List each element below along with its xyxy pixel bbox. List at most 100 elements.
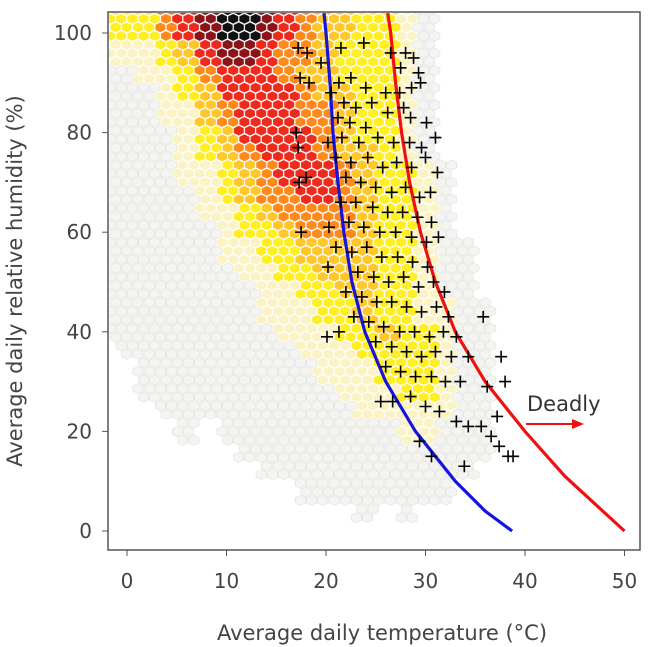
- hexbin-cell: [216, 357, 228, 369]
- hexbin-cell: [216, 151, 228, 162]
- hexbin-cell: [289, 417, 301, 429]
- scatter-point: [433, 405, 446, 418]
- hexbin-cell: [412, 108, 424, 119]
- hexbin-cell: [412, 400, 424, 412]
- hexbin-cell: [272, 219, 284, 231]
- hexbin-cell: [255, 22, 267, 33]
- scatter-point: [331, 111, 344, 124]
- hexbin-cell: [261, 30, 273, 42]
- hexbin-cell: [126, 237, 138, 248]
- hexbin-cell: [345, 13, 356, 16]
- hexbin-cell: [154, 125, 166, 136]
- hexbin-cell: [468, 280, 480, 291]
- hexbin-cell: [328, 477, 340, 489]
- hexbin-cell: [367, 73, 379, 85]
- hexbin-cell: [401, 22, 413, 33]
- hexbin-cell: [289, 452, 301, 463]
- hexbin-cell: [283, 288, 295, 300]
- hexbin-cell: [378, 417, 390, 429]
- hexbin-cell: [182, 374, 194, 386]
- hexbin-cell: [255, 142, 267, 154]
- hexbin-cell: [255, 314, 267, 326]
- hexbin-cell: [356, 262, 368, 274]
- hexbin-cell: [205, 374, 217, 386]
- hexbin-cell: [233, 194, 245, 205]
- hexbin-cell: [395, 219, 407, 231]
- hexbin-cell: [216, 237, 228, 248]
- hexbin-cell: [356, 22, 368, 33]
- hexbin-cell: [406, 460, 418, 472]
- hexbin-cell: [177, 280, 189, 291]
- hexbin-cell: [138, 13, 149, 25]
- hexbin-cell: [272, 374, 284, 386]
- hexbin-cell: [227, 219, 239, 231]
- hexbin-cell: [468, 434, 480, 446]
- hexbin-cell: [334, 400, 346, 412]
- hexbin-cell: [261, 323, 273, 334]
- hexbin-cell: [109, 99, 116, 111]
- hexbin-cell: [138, 202, 150, 214]
- hexbin-cell: [440, 477, 452, 489]
- hexbin-cell: [222, 194, 233, 205]
- hexbin-cell: [311, 280, 323, 291]
- hexbin-cell: [171, 151, 183, 162]
- hexbin-cell: [261, 426, 273, 437]
- hexbin-cell: [345, 366, 357, 377]
- hexbin-cell: [250, 254, 261, 265]
- hexbin-cell: [182, 426, 194, 437]
- scatter-point: [334, 196, 347, 209]
- hexbin-cell: [121, 22, 133, 33]
- scatter-point: [357, 221, 370, 234]
- hexbin-cell: [227, 202, 239, 214]
- hexbin-cell: [194, 82, 205, 93]
- hexbin-cell: [283, 47, 295, 59]
- hexbin-cell: [294, 443, 306, 455]
- hexbin-cell: [468, 400, 480, 412]
- hexbin-cell: [182, 237, 194, 248]
- hexbin-cell: [300, 39, 312, 50]
- hexbin-cell: [216, 288, 228, 300]
- hexbin-cell: [485, 443, 497, 455]
- hexbin-cell: [182, 357, 194, 369]
- hexbin-cell: [177, 211, 189, 222]
- hexbin-cell: [255, 176, 267, 188]
- hexbin-cell: [395, 512, 407, 523]
- hexbin-cell: [384, 288, 396, 300]
- hexbin-cell: [132, 142, 144, 154]
- hexbin-cell: [199, 280, 211, 291]
- hexbin-cell: [227, 374, 239, 386]
- hexbin-cell: [188, 383, 200, 394]
- hexbin-cell: [328, 340, 340, 351]
- hexbin-cell: [429, 202, 441, 214]
- hexbin-cell: [317, 151, 329, 162]
- hexbin-cell: [132, 211, 144, 222]
- scatter-point: [397, 101, 410, 114]
- hexbin-cell: [109, 323, 116, 334]
- scatter-point: [290, 126, 303, 139]
- hexbin-cell: [222, 125, 233, 136]
- hexbin-cell: [300, 280, 312, 291]
- hexbin-cell: [367, 159, 379, 171]
- hexbin-cell: [177, 176, 189, 188]
- hexbin-cell: [356, 400, 368, 412]
- scatter-point: [369, 335, 382, 348]
- hexbin-cell: [160, 357, 172, 369]
- hexbin-cell: [345, 125, 357, 136]
- hexbin-cell: [205, 391, 217, 403]
- hexbin-cell: [210, 314, 222, 326]
- hexbin-cell: [295, 340, 306, 351]
- hexbin-cell: [261, 168, 273, 179]
- hexbin-cell: [222, 13, 233, 16]
- hexbin-cell: [160, 374, 172, 386]
- hexbin-cell: [311, 211, 323, 222]
- scatter-point: [370, 295, 383, 308]
- hexbin-cell: [110, 176, 122, 188]
- hexbin-cell: [132, 245, 144, 257]
- hexbin-cell: [267, 194, 278, 205]
- hexbin-cell: [356, 90, 368, 102]
- hexbin-cell: [457, 262, 469, 274]
- hexbin-cell: [143, 331, 155, 343]
- hexbin-cell: [311, 486, 323, 498]
- hexbin-cell: [434, 417, 446, 429]
